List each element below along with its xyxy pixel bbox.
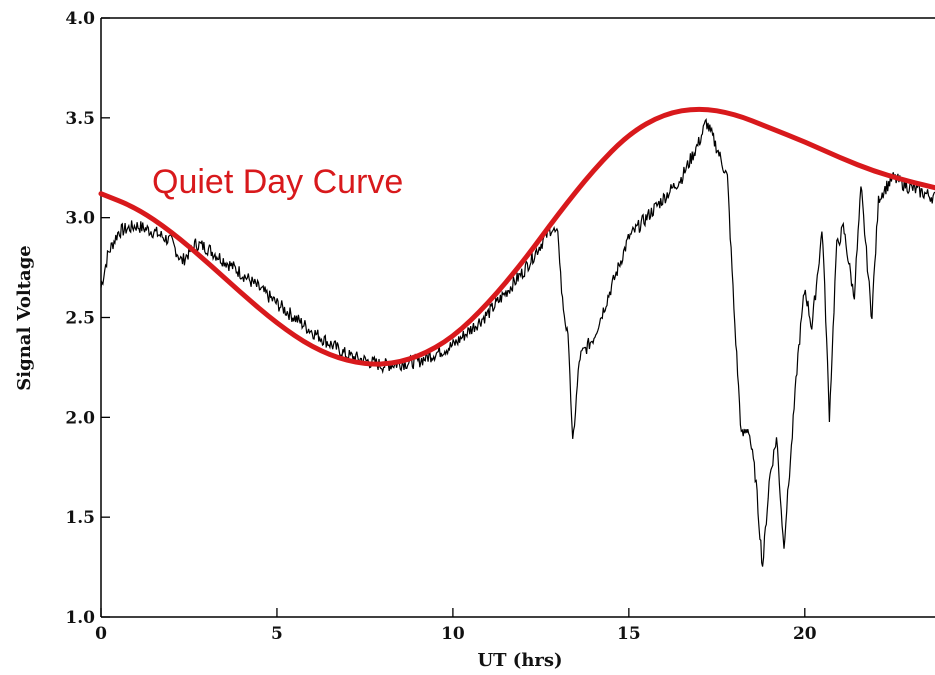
y-tick-label: 4.0 <box>65 9 95 29</box>
signal-voltage-line <box>100 117 935 567</box>
x-tick-label: 20 <box>793 624 817 644</box>
y-tick-label: 3.0 <box>65 209 95 229</box>
x-tick-label: 5 <box>271 624 283 644</box>
series-layer <box>98 106 935 567</box>
x-tick-label: 10 <box>441 624 465 644</box>
y-tick-label: 1.5 <box>65 508 95 528</box>
y-tick-label: 2.5 <box>65 309 95 329</box>
quiet-day-curve-line <box>98 106 935 367</box>
y-tick-label: 1.0 <box>65 608 95 628</box>
quiet-day-curve-label: Quiet Day Curve <box>152 163 403 201</box>
y-axis-ticks: 1.0 1.5 2.0 2.5 3.0 3.5 4.0 <box>65 9 110 628</box>
x-axis-title: UT (hrs) <box>477 650 562 671</box>
x-axis-ticks: 0 5 10 15 20 <box>95 608 817 644</box>
y-tick-label: 3.5 <box>65 109 95 129</box>
y-axis-title: Signal Voltage <box>14 245 35 390</box>
x-tick-label: 0 <box>95 624 107 644</box>
x-tick-label: 15 <box>617 624 641 644</box>
y-tick-label: 2.0 <box>65 408 95 428</box>
